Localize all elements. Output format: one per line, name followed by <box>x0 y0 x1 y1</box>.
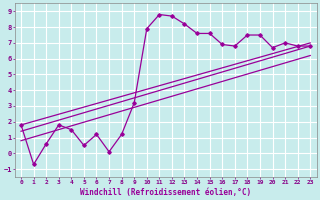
X-axis label: Windchill (Refroidissement éolien,°C): Windchill (Refroidissement éolien,°C) <box>80 188 251 197</box>
